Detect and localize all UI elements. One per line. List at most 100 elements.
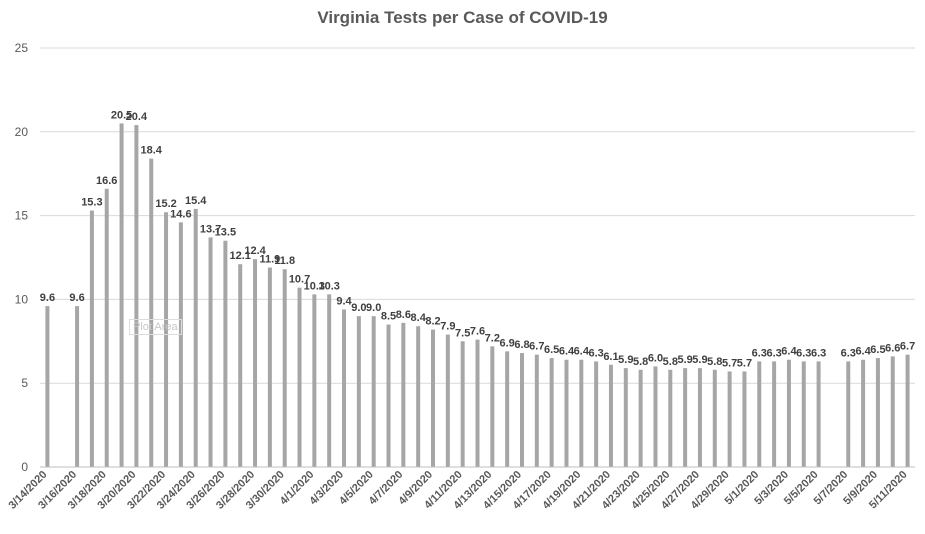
y-tick-label: 10 xyxy=(15,292,29,306)
y-tick-label: 5 xyxy=(21,376,28,390)
bar xyxy=(282,269,287,467)
data-label: 6.4 xyxy=(574,346,590,358)
bar xyxy=(119,123,124,468)
data-label: 6.9 xyxy=(500,337,515,349)
y-tick-label: 0 xyxy=(21,460,28,474)
data-label: 13.7 xyxy=(200,223,221,235)
data-label: 6.0 xyxy=(648,352,663,364)
bar xyxy=(416,326,421,467)
data-label: 20.5 xyxy=(111,109,132,121)
bar xyxy=(371,316,376,467)
bar xyxy=(846,361,851,467)
data-label: 6.3 xyxy=(588,347,603,359)
bar xyxy=(772,361,777,467)
bar xyxy=(342,309,347,467)
data-label: 18.4 xyxy=(141,145,163,157)
bar xyxy=(623,368,628,467)
bar xyxy=(890,356,895,467)
data-label: 7.6 xyxy=(470,326,485,338)
data-label: 9.4 xyxy=(336,295,352,307)
data-label: 6.6 xyxy=(885,342,900,354)
data-label: 10.7 xyxy=(289,274,310,286)
bar xyxy=(445,334,450,467)
bar xyxy=(564,359,569,467)
data-label: 15.3 xyxy=(81,197,102,209)
data-label: 6.5 xyxy=(544,344,559,356)
bar xyxy=(816,361,821,467)
data-label: 6.1 xyxy=(603,351,618,363)
bar xyxy=(594,361,599,467)
bar xyxy=(875,358,880,467)
bar xyxy=(534,354,539,467)
bar xyxy=(579,359,584,467)
bar xyxy=(356,316,361,467)
bar xyxy=(208,237,213,467)
bar xyxy=(297,287,302,467)
data-label: 12.1 xyxy=(230,250,251,262)
y-tick-label: 25 xyxy=(15,41,29,55)
data-label: 11.8 xyxy=(274,255,295,267)
data-label: 6.4 xyxy=(855,346,871,358)
bar xyxy=(905,354,910,467)
data-label: 15.2 xyxy=(155,198,176,210)
data-label: 6.3 xyxy=(752,347,767,359)
data-label: 5.7 xyxy=(722,357,737,369)
data-label: 6.3 xyxy=(766,347,781,359)
data-label: 6.7 xyxy=(900,341,915,353)
data-label: 15.4 xyxy=(185,195,207,207)
bar xyxy=(164,212,169,467)
data-label: 10.3 xyxy=(304,280,325,292)
bar xyxy=(401,322,406,467)
data-label: 8.4 xyxy=(411,312,427,324)
data-label: 8.6 xyxy=(396,309,411,321)
data-label: 9.6 xyxy=(69,292,84,304)
data-label: 16.6 xyxy=(96,175,117,187)
bar xyxy=(786,359,791,467)
data-label: 5.8 xyxy=(663,356,678,368)
bar xyxy=(327,294,332,467)
bar xyxy=(519,353,524,467)
bar xyxy=(386,324,391,467)
data-label: 8.5 xyxy=(381,311,396,323)
bar xyxy=(549,358,554,467)
bar xyxy=(431,329,436,467)
y-tick-label: 20 xyxy=(15,125,29,139)
data-label: 9.6 xyxy=(40,292,55,304)
data-label: 6.3 xyxy=(841,347,856,359)
bar xyxy=(89,210,94,467)
bar xyxy=(757,361,762,467)
bar xyxy=(193,208,198,467)
bar xyxy=(712,369,717,467)
data-label: 12.4 xyxy=(244,245,266,257)
data-label: 13.5 xyxy=(215,227,236,239)
data-label: 5.9 xyxy=(677,354,692,366)
plot-area-tag: Plot Area xyxy=(129,319,182,335)
bar xyxy=(668,369,673,467)
bar xyxy=(104,188,109,467)
chart-title: Virginia Tests per Case of COVID-19 xyxy=(317,8,608,27)
data-label: 7.2 xyxy=(485,332,500,344)
bar xyxy=(608,364,613,467)
data-label: 11.9 xyxy=(259,254,280,266)
data-label: 5.8 xyxy=(707,356,722,368)
data-label: 5.9 xyxy=(618,354,633,366)
data-label: 7.5 xyxy=(455,327,470,339)
data-label: 6.4 xyxy=(781,346,797,358)
bar xyxy=(460,341,465,467)
bar xyxy=(149,158,154,467)
bar xyxy=(253,259,258,467)
data-label: 9.0 xyxy=(351,302,366,314)
bar xyxy=(238,264,243,467)
data-label: 6.5 xyxy=(870,344,885,356)
bar xyxy=(475,339,480,467)
bar xyxy=(178,222,183,467)
bar xyxy=(75,306,80,467)
bar xyxy=(490,346,495,467)
bar xyxy=(861,359,866,467)
bar xyxy=(223,240,228,467)
bar xyxy=(653,366,658,467)
data-label: 6.4 xyxy=(559,346,575,358)
data-label: 10.3 xyxy=(318,280,339,292)
bar xyxy=(801,361,806,467)
